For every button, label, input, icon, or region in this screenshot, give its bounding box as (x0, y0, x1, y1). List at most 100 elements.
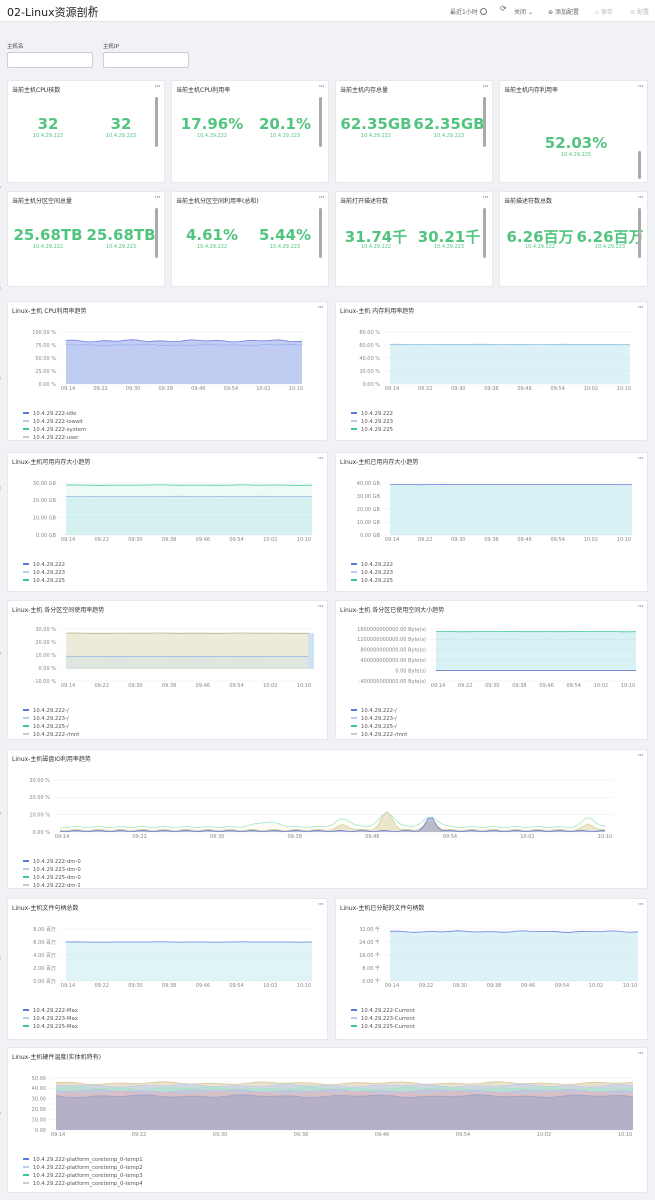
host-ip-input[interactable] (103, 52, 189, 68)
scrollbar[interactable] (638, 208, 641, 258)
more-icon[interactable]: ··· (154, 82, 161, 92)
legend-item[interactable]: 10.4.29.225-Max (23, 1024, 78, 1030)
more-icon[interactable]: ··· (317, 454, 324, 464)
side-arrow-icon[interactable]: ‹ (0, 285, 1, 292)
more-icon[interactable]: ··· (637, 900, 644, 910)
more-icon[interactable]: ··· (637, 454, 644, 464)
stat-host: 10.4.29.222 (196, 133, 228, 139)
legend-item[interactable]: 10.4.29.225 (23, 578, 65, 584)
scrollbar[interactable] (155, 208, 158, 258)
legend-item[interactable]: 10.4.29.222-Current (351, 1008, 415, 1014)
x-tick-label: 09:30 (128, 683, 142, 689)
x-tick-label: 09:38 (162, 983, 176, 989)
legend-item[interactable]: 10.4.29.225 (351, 578, 393, 584)
scrollbar[interactable] (483, 208, 486, 258)
side-arrow-icon[interactable]: ‹ (0, 810, 1, 817)
legend-item[interactable]: 10.4.29.222-idle (23, 411, 77, 417)
more-icon[interactable]: ··· (154, 193, 161, 203)
side-arrow-icon[interactable]: ‹ (0, 1110, 1, 1117)
x-tick-label: 10:02 (584, 537, 598, 543)
legend-item[interactable]: 10.4.29.225 (351, 427, 393, 433)
chart-plot: 30.00 % 20.00 % 10.00 % 0.00 % 09:14 09:22 09:… (29, 778, 613, 840)
legend-item[interactable]: 10.4.29.223-Max (23, 1016, 78, 1022)
y-tick-label: 4.00 百万 (33, 953, 56, 959)
add-config-button[interactable]: ⊕ 添加配置 (548, 7, 579, 16)
scrollbar[interactable] (319, 208, 322, 258)
more-icon[interactable]: ··· (317, 900, 324, 910)
legend-item[interactable]: 10.4.29.222-/ (23, 708, 69, 714)
y-tick-label: 40.00 (32, 1086, 46, 1092)
legend-item[interactable]: 10.4.29.223-/ (23, 716, 69, 722)
scrollbar[interactable] (638, 151, 641, 179)
plus-circle-icon: ⊕ (548, 9, 554, 16)
scrollbar[interactable] (483, 97, 486, 147)
side-arrow-icon[interactable]: ‹ (0, 485, 1, 492)
series-area (66, 941, 312, 981)
side-arrow-icon[interactable]: ‹ (0, 375, 1, 382)
y-tick-label: 20.00 % (29, 795, 50, 801)
chart-title: Linux-主机硬件温度(实体机特有) (12, 1054, 102, 1061)
legend-item[interactable]: 10.4.29.223-Current (351, 1016, 415, 1022)
more-icon[interactable]: ··· (317, 303, 324, 313)
legend-item[interactable]: 10.4.29.223 (351, 419, 393, 425)
x-tick-label: 10:02 (584, 386, 598, 392)
side-arrow-icon[interactable]: ‹ (0, 955, 1, 962)
legend-item[interactable]: 10.4.29.222-platform_coretemp_0-temp1 (23, 1157, 143, 1163)
time-range-button[interactable]: 最近1小时 (450, 7, 487, 16)
x-tick-label: 10:10 (598, 834, 612, 840)
side-arrow-icon[interactable]: ‹ (0, 184, 1, 191)
legend-item[interactable]: 10.4.29.222-Max (23, 1008, 78, 1014)
legend-item[interactable]: 10.4.29.222-platform_coretemp_0-temp4 (23, 1181, 143, 1187)
save-button[interactable]: ▫ 保存 (595, 9, 613, 16)
more-icon[interactable]: ··· (482, 82, 489, 92)
legend-item[interactable]: 10.4.29.222-platform_coretemp_0-temp2 (23, 1165, 143, 1171)
more-icon[interactable]: ··· (637, 193, 644, 203)
more-icon[interactable]: ··· (318, 193, 325, 203)
legend-label: 10.4.29.222-/mnt (33, 732, 80, 738)
legend-item[interactable]: 10.4.29.225-dm-0 (23, 875, 81, 881)
legend-item[interactable]: 10.4.29.222-/mnt (351, 732, 407, 738)
more-icon[interactable]: ··· (637, 751, 644, 761)
legend-item[interactable]: 10.4.29.222-system (23, 427, 86, 433)
refresh-icon[interactable]: ⟳ (500, 4, 507, 13)
side-arrow-icon[interactable]: ‹ (0, 650, 1, 657)
legend-item[interactable]: 10.4.29.222-platform_coretemp_0-temp3 (23, 1173, 143, 1179)
legend-item[interactable]: 10.4.29.223-/ (351, 716, 397, 722)
legend-item[interactable]: 10.4.29.225-/ (351, 724, 397, 730)
legend-label: 10.4.29.225-Max (33, 1024, 78, 1030)
legend-item[interactable]: 10.4.29.225-Current (351, 1024, 415, 1030)
share-button[interactable]: ⊘ 配置 (630, 9, 649, 16)
scrollbar[interactable] (155, 97, 158, 147)
more-icon[interactable]: ··· (637, 1049, 644, 1059)
legend-item[interactable]: 10.4.29.223-dm-0 (23, 867, 81, 873)
legend-swatch (23, 868, 29, 870)
more-icon[interactable]: ··· (318, 82, 325, 92)
legend-item[interactable]: 10.4.29.225-/ (23, 724, 69, 730)
more-icon[interactable]: ··· (317, 602, 324, 612)
legend-label: 10.4.29.225 (361, 427, 394, 433)
more-icon[interactable]: ··· (482, 193, 489, 203)
y-tick-label: 20.00 GB (33, 498, 57, 504)
legend-item[interactable]: 10.4.29.222-dm-1 (23, 883, 81, 888)
legend-item[interactable]: 10.4.29.222 (23, 562, 65, 568)
scrollbar[interactable] (319, 97, 322, 147)
legend-item[interactable]: 10.4.29.222-/ (351, 708, 397, 714)
legend-item[interactable]: 10.4.29.222 (351, 411, 393, 417)
more-icon[interactable]: ··· (637, 602, 644, 612)
legend-item[interactable]: 10.4.29.222-/mnt (23, 732, 79, 738)
legend-item[interactable]: 10.4.29.223 (351, 570, 393, 576)
legend-item[interactable]: 10.4.29.223 (23, 570, 65, 576)
legend-item[interactable]: 10.4.29.222-iowait (23, 419, 83, 425)
legend-swatch (23, 571, 29, 573)
more-icon[interactable]: ··· (637, 82, 644, 92)
series-line (55, 1091, 634, 1096)
legend-item[interactable]: 10.4.29.222-user (23, 435, 78, 440)
legend-item[interactable]: 10.4.29.222 (351, 562, 393, 568)
more-icon[interactable]: ··· (637, 303, 644, 313)
edit-title-icon[interactable]: ✎ (89, 5, 97, 15)
auto-refresh-select[interactable]: 关闭 ⌄ (514, 9, 533, 16)
chart-panel: Linux-主机硬件温度(实体机特有) ··· 50.00 40.00 30.00 20.… (7, 1047, 648, 1193)
host-name-input[interactable] (7, 52, 93, 68)
legend-item[interactable]: 10.4.29.222-dm-0 (23, 859, 81, 865)
x-tick-label: 10:10 (623, 983, 637, 989)
